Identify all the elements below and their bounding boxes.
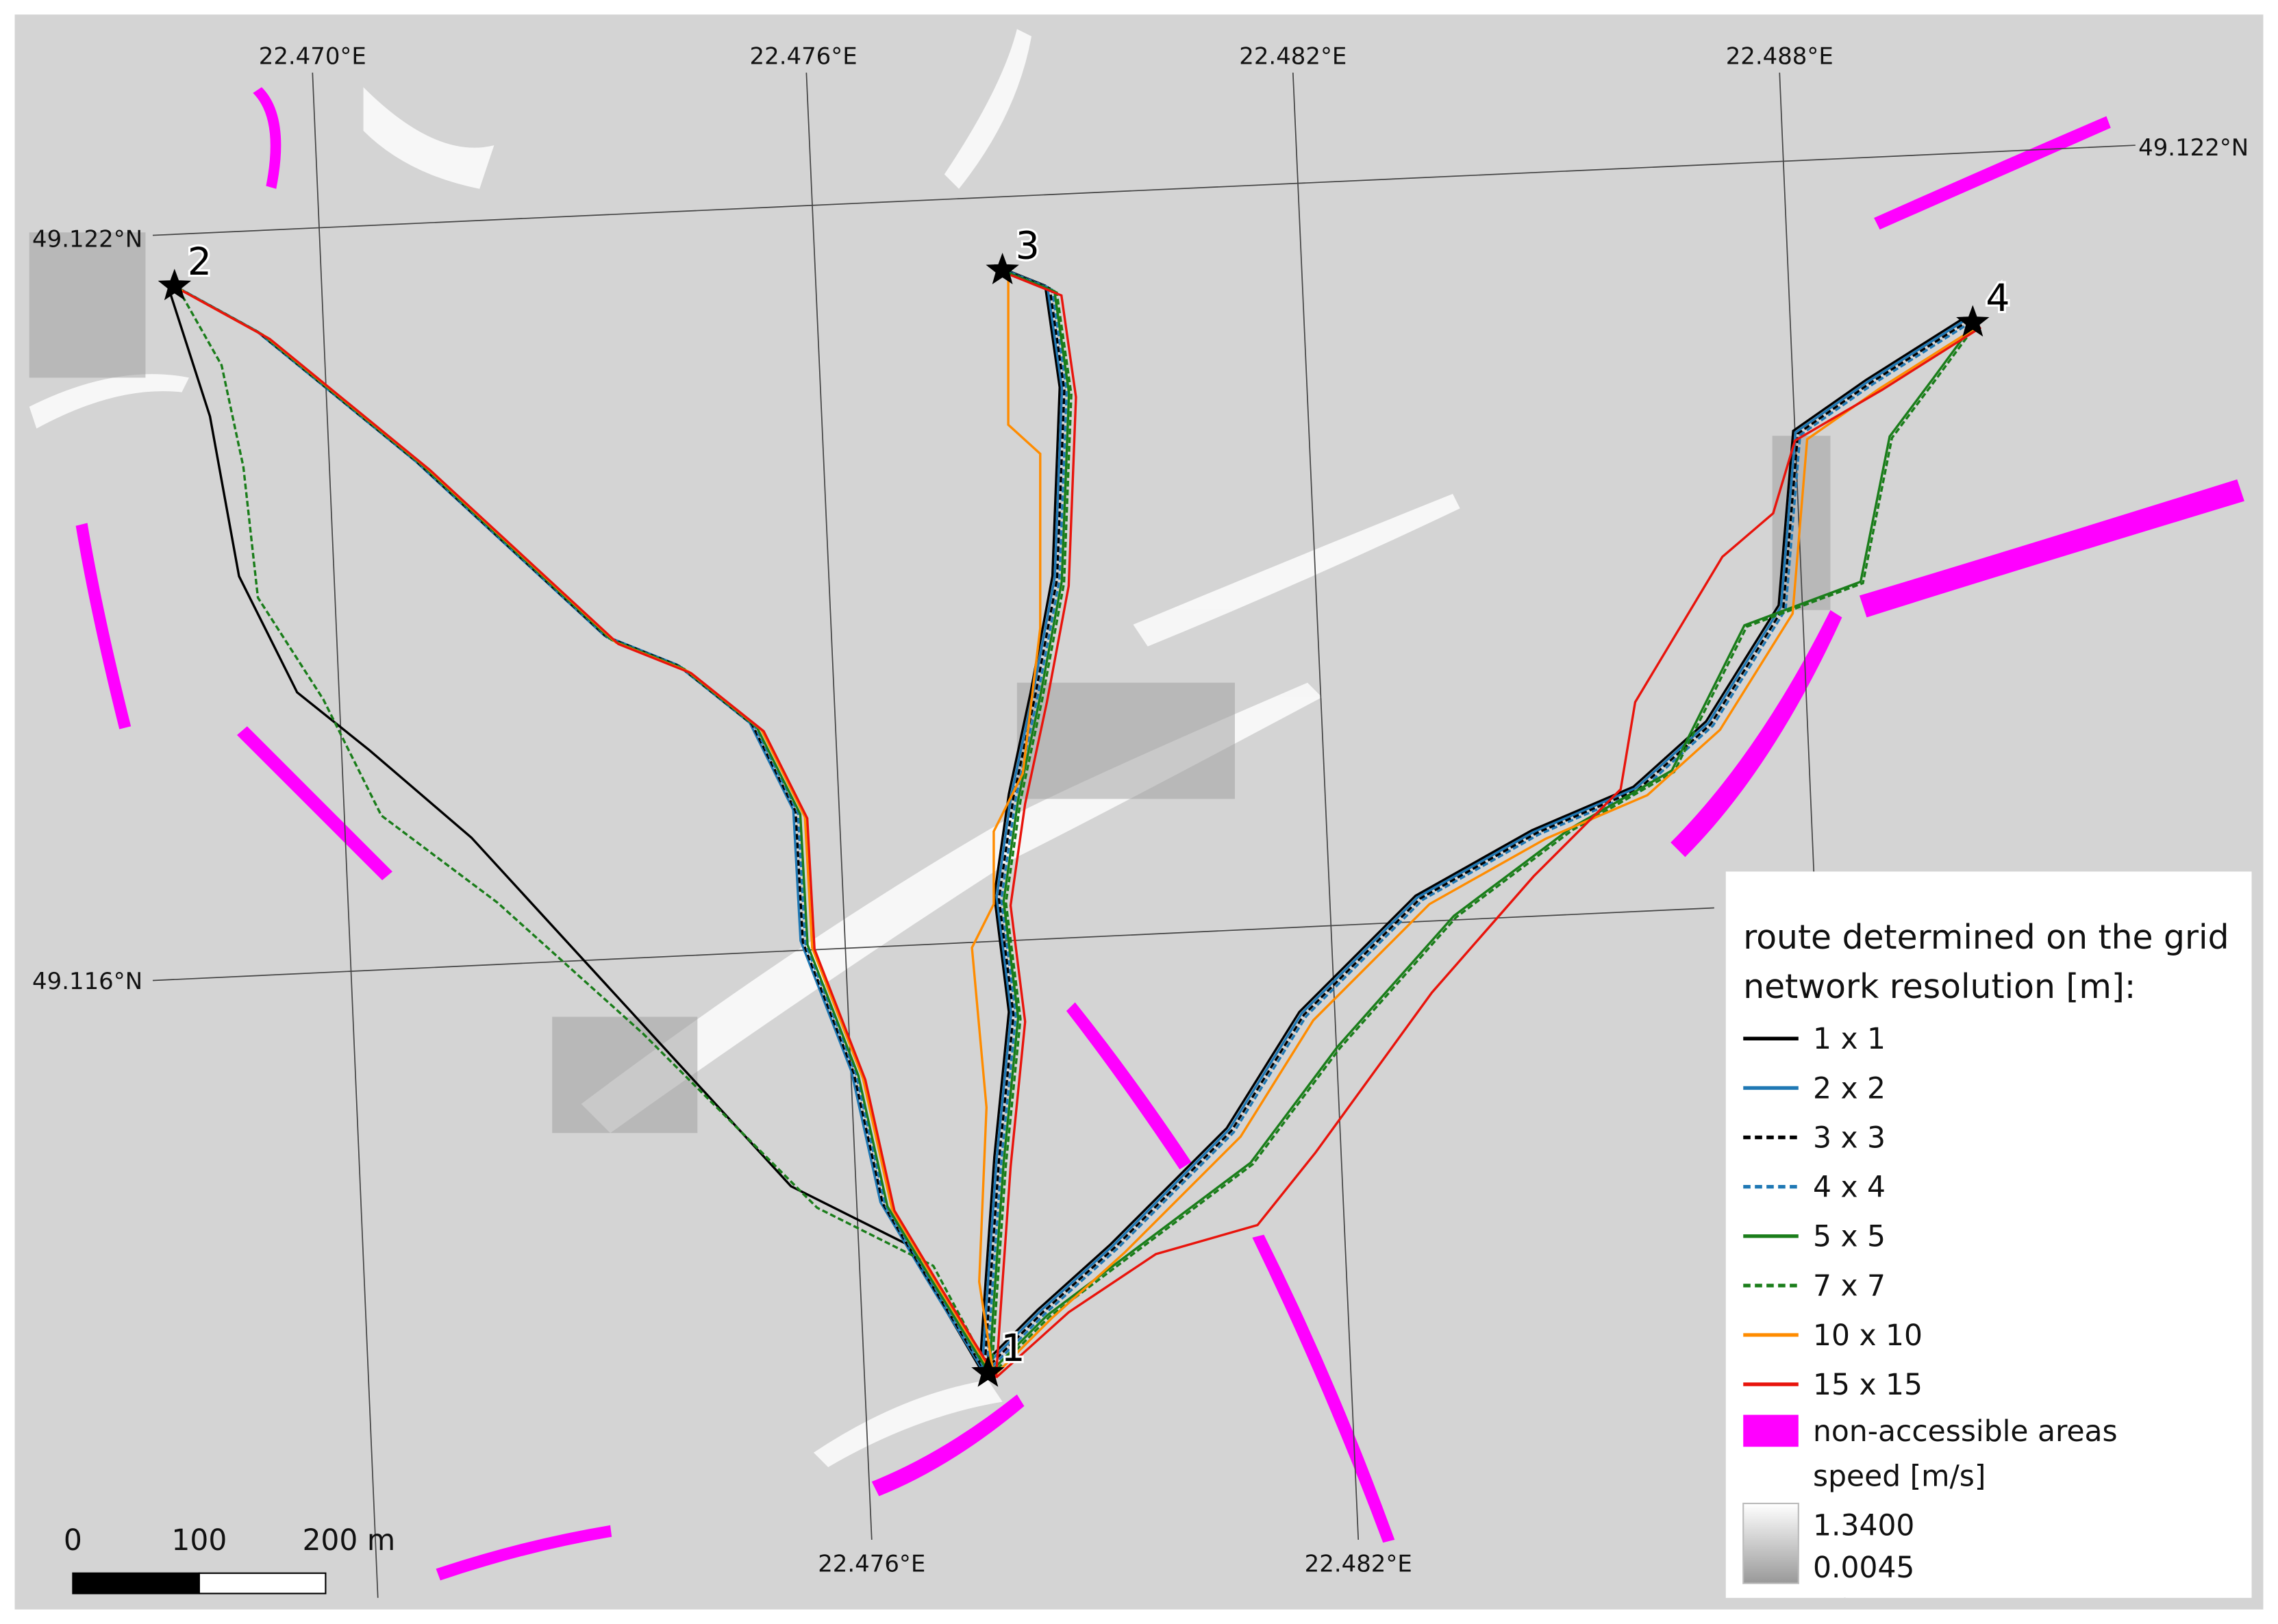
terrain-shadows bbox=[29, 232, 1831, 1134]
route bbox=[984, 319, 1970, 1372]
graticule bbox=[152, 72, 2136, 1598]
point-label: 1 bbox=[1001, 1327, 1025, 1371]
point-label: 2 bbox=[188, 240, 212, 284]
route bbox=[988, 269, 1071, 1374]
lon-label: 22.482°E bbox=[1239, 43, 1347, 70]
route bbox=[992, 325, 1979, 1377]
legend-label: 1 x 1 bbox=[1813, 1023, 1886, 1056]
legend-label: 7 x 7 bbox=[1813, 1270, 1886, 1303]
route bbox=[979, 316, 1966, 1369]
route bbox=[165, 281, 981, 1369]
scale-label: 100 bbox=[171, 1524, 227, 1558]
route bbox=[971, 273, 1042, 1377]
legend-label: speed [m/s] bbox=[1813, 1460, 1986, 1494]
lon-label: 22.470°E bbox=[259, 43, 366, 70]
legend-title: network resolution [m]: bbox=[1743, 967, 2136, 1006]
legend-label: non-accessible areas bbox=[1813, 1415, 2118, 1449]
legend-label: 0.0045 bbox=[1813, 1551, 1914, 1585]
lat-label: 49.122°N bbox=[32, 227, 142, 253]
legend-swatch bbox=[1743, 1414, 1799, 1447]
legend-label: 1.3400 bbox=[1813, 1510, 1914, 1543]
speed-ramp bbox=[1742, 1502, 1799, 1584]
point-marker bbox=[1956, 305, 1990, 337]
legend-label: 10 x 10 bbox=[1813, 1319, 1923, 1353]
route bbox=[994, 274, 1077, 1378]
route bbox=[986, 321, 1973, 1373]
scale-label: 0 bbox=[64, 1524, 82, 1558]
legend-label: 2 x 2 bbox=[1813, 1072, 1886, 1105]
legend: route determined on the grid network res… bbox=[1725, 871, 2252, 1598]
route bbox=[177, 288, 993, 1375]
route bbox=[995, 326, 1982, 1379]
routes bbox=[165, 264, 1982, 1379]
legend-box bbox=[1725, 871, 2252, 1598]
lon-label: 22.476°E bbox=[818, 1551, 925, 1578]
route bbox=[990, 323, 1977, 1376]
legend-title: route determined on the grid bbox=[1743, 918, 2229, 957]
point-marker bbox=[986, 253, 1019, 285]
lat-label: 49.122°N bbox=[2138, 135, 2249, 162]
legend-label: 15 x 15 bbox=[1813, 1369, 1923, 1402]
point-label: 4 bbox=[1986, 277, 2010, 321]
route bbox=[983, 266, 1066, 1371]
lon-label: 22.482°E bbox=[1305, 1551, 1412, 1578]
legend-label: 4 x 4 bbox=[1813, 1171, 1886, 1204]
scale-label: 200 m bbox=[302, 1524, 395, 1558]
lon-label: 22.488°E bbox=[1726, 43, 1833, 70]
legend-label: 3 x 3 bbox=[1813, 1121, 1886, 1155]
route bbox=[986, 268, 1068, 1373]
route bbox=[182, 290, 997, 1379]
point-marker bbox=[971, 1355, 1005, 1387]
route bbox=[981, 318, 1968, 1371]
route bbox=[990, 271, 1073, 1375]
lon-label: 22.476°E bbox=[750, 43, 858, 70]
point-label: 3 bbox=[1016, 224, 1040, 268]
lat-label: 49.116°N bbox=[32, 969, 142, 995]
non-accessible-areas bbox=[75, 87, 2244, 1581]
points: 1 2 3 4 bbox=[158, 222, 2012, 1387]
scale-bar: 0 100 200 m bbox=[64, 1524, 395, 1595]
route bbox=[978, 264, 1061, 1369]
legend-label: 5 x 5 bbox=[1813, 1221, 1886, 1254]
point-marker bbox=[158, 268, 192, 301]
